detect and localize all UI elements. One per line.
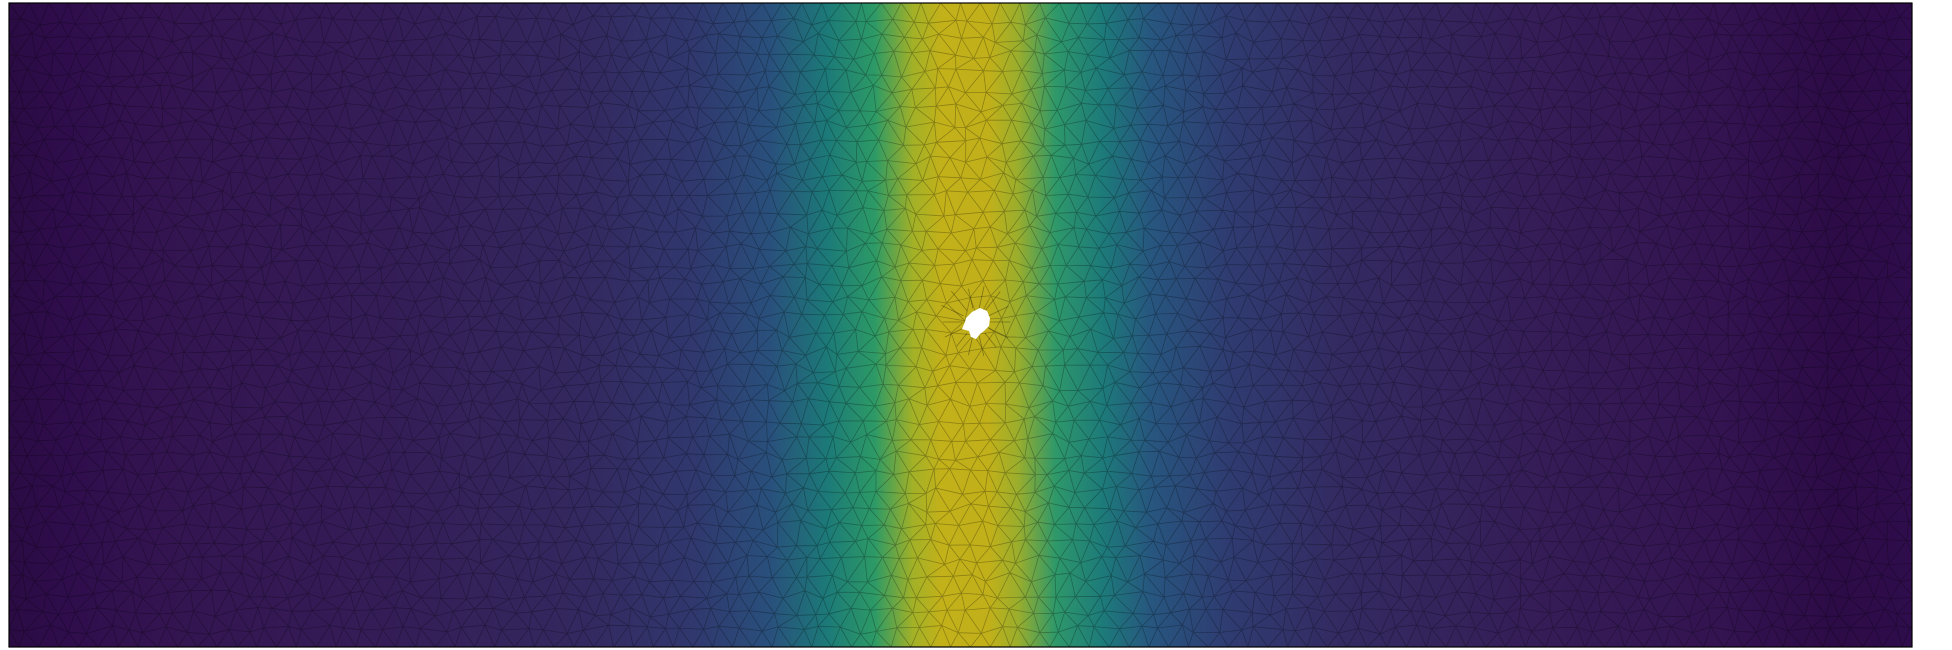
mesh-edges	[9, 3, 1912, 647]
inclusion-hole	[962, 308, 990, 339]
triangle-mesh	[9, 3, 1912, 647]
domain-border	[8, 2, 1913, 648]
mesh-refinement-edges	[941, 286, 1011, 357]
scalar-field	[9, 3, 1912, 647]
